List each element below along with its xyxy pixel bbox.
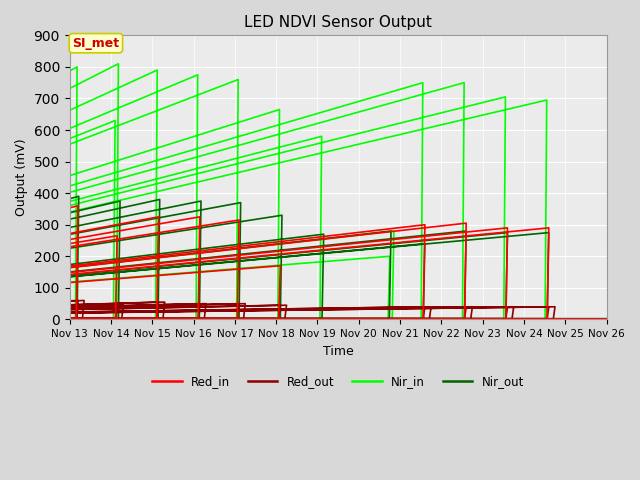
X-axis label: Time: Time xyxy=(323,345,353,358)
Y-axis label: Output (mV): Output (mV) xyxy=(15,139,28,216)
Text: SI_met: SI_met xyxy=(72,36,120,50)
Title: LED NDVI Sensor Output: LED NDVI Sensor Output xyxy=(244,15,432,30)
Legend: Red_in, Red_out, Nir_in, Nir_out: Red_in, Red_out, Nir_in, Nir_out xyxy=(147,371,529,393)
